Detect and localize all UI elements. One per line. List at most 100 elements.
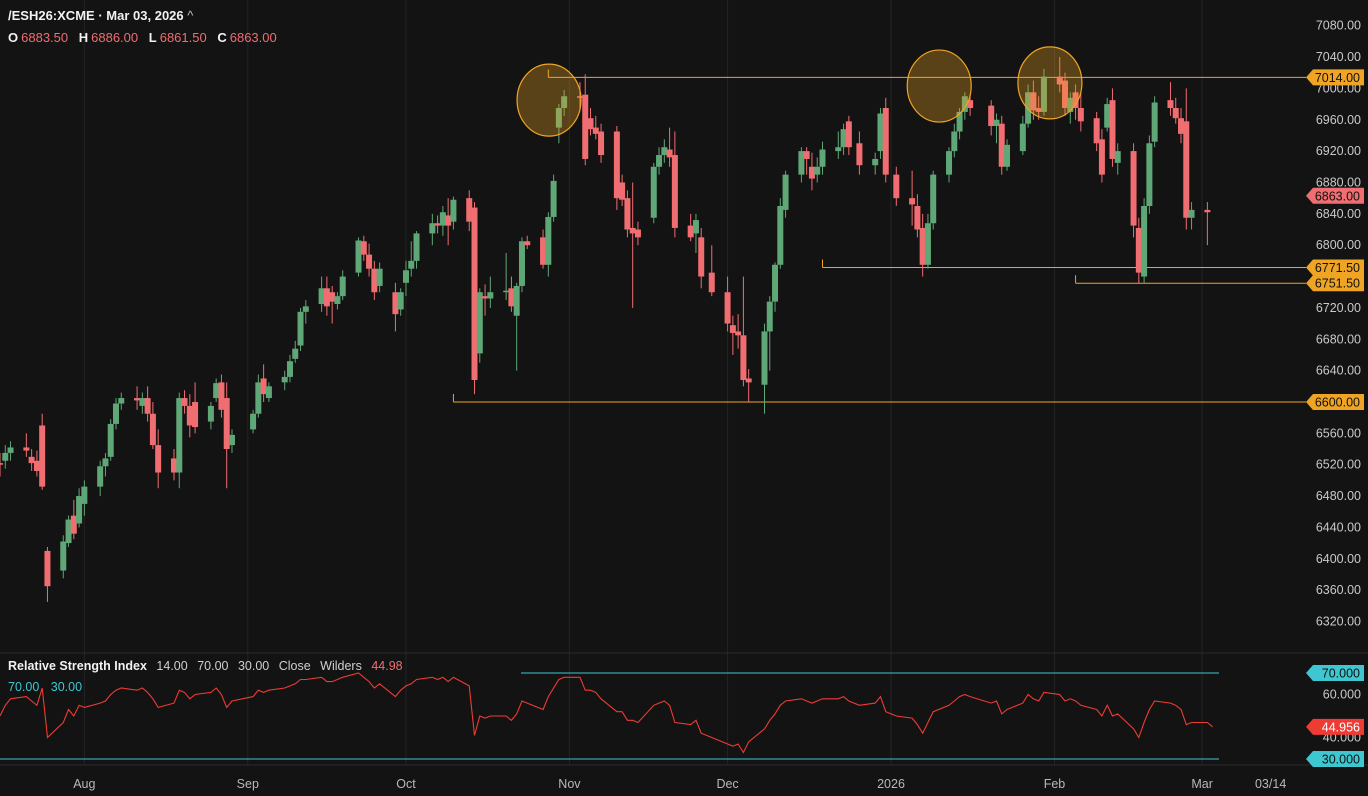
candle-body [286, 361, 293, 377]
candle-body [450, 199, 457, 222]
candle-body [476, 292, 483, 354]
candle-body [914, 205, 921, 230]
price-axis-tick[interactable]: 6480.00 [1316, 489, 1361, 503]
price-axis-tick[interactable]: 6400.00 [1316, 552, 1361, 566]
candle-body [1093, 118, 1100, 144]
candle-body [218, 382, 225, 410]
candle-body [292, 348, 299, 359]
price-axis-tick[interactable]: 6680.00 [1316, 332, 1361, 346]
candle-body [355, 240, 362, 273]
price-axis-tick[interactable]: 6360.00 [1316, 583, 1361, 597]
time-axis-label[interactable]: Sep [237, 777, 259, 791]
collapse-caret-icon[interactable]: ^ [187, 8, 194, 23]
rsi-title[interactable]: Relative Strength Index [8, 659, 147, 673]
candle-body [70, 515, 77, 534]
time-axis-label[interactable]: Mar [1191, 777, 1213, 791]
level-lines[interactable] [452, 69, 1306, 403]
highlight-circle[interactable] [1017, 46, 1083, 120]
candle-body [798, 151, 805, 175]
symbol-header[interactable]: /ESH26:XCME · Mar 03, 2026 ^ [8, 8, 193, 23]
candle-body [661, 147, 668, 156]
candle-body [835, 147, 842, 152]
candle-body [408, 260, 415, 269]
candle-body [392, 292, 399, 315]
candle-body [1167, 100, 1174, 108]
time-axis-label[interactable]: 03/14 [1255, 777, 1286, 791]
candle-body [524, 241, 531, 246]
high-key: H [78, 30, 89, 45]
candle-body [376, 268, 383, 286]
rsi-lower-level-text: 30.00 [50, 680, 83, 694]
candle-body [466, 198, 473, 222]
candle-body [371, 268, 378, 293]
price-axis-tick[interactable]: 6640.00 [1316, 364, 1361, 378]
candle-body [181, 398, 188, 406]
price-axis-tick[interactable]: 6960.00 [1316, 113, 1361, 127]
price-axis-tick[interactable]: 7040.00 [1316, 50, 1361, 64]
candle-body [761, 331, 768, 385]
candle-body [634, 229, 641, 238]
price-axis-tick[interactable]: 6440.00 [1316, 520, 1361, 534]
time-axis-label[interactable]: Feb [1044, 777, 1066, 791]
candle-body [223, 398, 230, 450]
close-key: C [217, 30, 227, 45]
low-value: 6861.50 [159, 30, 207, 45]
candle-body [624, 198, 631, 230]
price-tag-shape [1306, 393, 1364, 410]
candle-body [429, 223, 436, 234]
price-tag-text: 6751.50 [1315, 277, 1360, 291]
price-axis-tick[interactable]: 6320.00 [1316, 614, 1361, 628]
candle-body [228, 434, 235, 446]
price-axis-tick[interactable]: 6920.00 [1316, 144, 1361, 158]
candle-body [1025, 92, 1032, 124]
time-axis-label[interactable]: Dec [716, 777, 738, 791]
candle-body [629, 227, 636, 234]
price-tag-text: 6863.00 [1315, 189, 1360, 203]
price-axis-tick[interactable]: 6520.00 [1316, 458, 1361, 472]
time-axis-label[interactable]: 2026 [877, 777, 905, 791]
price-axis-tick[interactable]: 6560.00 [1316, 426, 1361, 440]
candle-body [745, 378, 752, 383]
candle-body [561, 96, 568, 108]
candle-body [1188, 209, 1195, 218]
highlight-circle[interactable] [516, 63, 582, 137]
candle-body [1109, 100, 1116, 159]
highlight-circles[interactable] [516, 46, 1083, 137]
time-axis-label[interactable]: Oct [396, 777, 416, 791]
candle-body [808, 166, 815, 179]
price-tag: 6751.50 [1306, 275, 1364, 292]
time-axis[interactable]: Aug Sep Oct Nov Dec 2026 Feb Mar 03/14 [73, 777, 1286, 791]
candle-body [1056, 76, 1063, 85]
candle-body [318, 288, 325, 304]
price-tag-shape [1306, 187, 1364, 204]
candle-body [23, 447, 30, 451]
highlight-circle[interactable] [906, 49, 972, 123]
rsi-current-tag-shape [1306, 718, 1364, 735]
symbol-name[interactable]: /ESH26:XCME [8, 8, 95, 23]
candle-body [28, 456, 35, 464]
candle-body [76, 496, 83, 524]
ohlc-readout: O 6883.50 H 6886.00 L 6861.50 C 6863.00 [8, 30, 284, 45]
candle-body [988, 105, 995, 127]
candle-body [297, 311, 304, 346]
candle-body [919, 227, 926, 265]
candle-body [102, 458, 109, 467]
rsi-header[interactable]: Relative Strength Index 14.00 70.00 30.0… [8, 659, 403, 673]
price-axis-tick[interactable]: 6880.00 [1316, 175, 1361, 189]
price-axis-tick[interactable]: 6720.00 [1316, 301, 1361, 315]
price-axis-tick[interactable]: 6800.00 [1316, 238, 1361, 252]
candle-body [656, 155, 663, 167]
candle-body [587, 118, 594, 130]
candle-body [998, 123, 1005, 167]
rsi-lower-tag: 30.000 [1306, 751, 1364, 767]
candle-body [439, 212, 446, 226]
price-axis-tick[interactable]: 6840.00 [1316, 207, 1361, 221]
candle-body [265, 386, 272, 399]
time-axis-label[interactable]: Aug [73, 777, 95, 791]
time-axis-label[interactable]: Nov [558, 777, 581, 791]
candle-body [329, 292, 336, 302]
price-tag-shape [1306, 275, 1364, 292]
price-axis-tick[interactable]: 7080.00 [1316, 19, 1361, 33]
candle-body [555, 107, 562, 128]
